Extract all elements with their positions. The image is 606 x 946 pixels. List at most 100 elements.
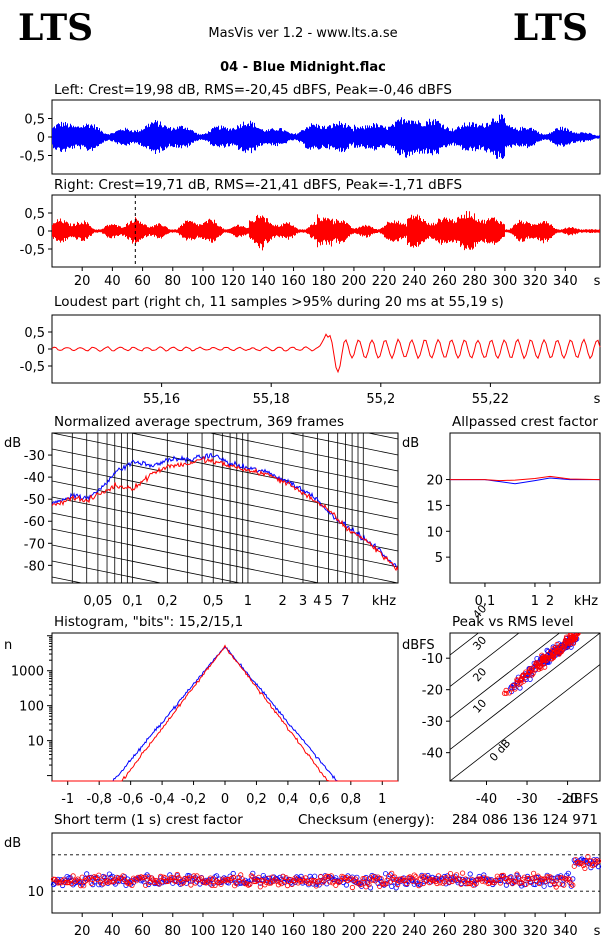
peak-rms-ytick-label: -20 xyxy=(422,684,443,699)
spectrum-xtick-label: 5 xyxy=(324,594,332,609)
histogram-xtick-label: 0,2 xyxy=(246,792,267,807)
short-crest-title: Short term (1 s) crest factor xyxy=(54,812,243,828)
peak-rms-point-left xyxy=(517,685,523,691)
left-waveform-series xyxy=(52,114,600,159)
short-crest-point-right xyxy=(322,875,328,881)
short-crest-point-right xyxy=(459,870,466,876)
short-crest-point-right xyxy=(325,873,331,880)
short-crest-point-right xyxy=(505,879,511,885)
crest-allpass-xtick-label: 2 xyxy=(546,594,554,609)
short-crest-point-right xyxy=(556,881,562,887)
short-crest-point-right xyxy=(301,878,307,884)
short-crest-point-right xyxy=(462,876,469,882)
short-crest-point-right xyxy=(206,878,212,884)
right-waveform-xtick-label: 60 xyxy=(134,274,151,289)
right-waveform-xtick-label: 240 xyxy=(402,274,427,289)
short-crest-point-right xyxy=(568,881,574,887)
crest-allpass-ytick-label: 10 xyxy=(426,525,443,540)
short-crest-point-right xyxy=(571,863,577,869)
short-crest-point-right xyxy=(214,878,220,884)
short-crest-point-right xyxy=(416,882,422,889)
spectrum-xtick-label: 0,05 xyxy=(83,594,112,609)
spectrum-ytick-label: -40 xyxy=(24,471,45,486)
spectrum-slope-line xyxy=(52,576,84,583)
short-crest-point-right xyxy=(158,873,164,880)
short-crest-point-left xyxy=(382,871,389,877)
spectrum-slope-line xyxy=(52,528,321,583)
short-crest-point-right xyxy=(52,876,58,883)
peak-rms-point-left xyxy=(527,676,533,682)
short-crest-point-right xyxy=(212,882,218,889)
short-crest-point-left xyxy=(343,882,349,888)
short-crest-point-right xyxy=(256,874,262,880)
loudest-part-xtick-label: 55,18 xyxy=(253,392,290,407)
short-crest-xtick-label: 100 xyxy=(191,924,216,939)
short-crest-point-left xyxy=(214,873,220,879)
short-crest-xtick-label: 220 xyxy=(372,924,397,939)
histogram-xtick-label: 0 xyxy=(221,792,229,807)
right-waveform-series xyxy=(52,211,600,251)
short-crest-xtick-label: 240 xyxy=(402,924,427,939)
peak-rms-plot xyxy=(450,633,600,781)
histogram-ytick-label: 10 xyxy=(27,735,44,750)
short-crest-point-right xyxy=(328,873,334,879)
short-crest-point-right xyxy=(84,877,90,883)
peak-rms-ytick-label: -10 xyxy=(422,652,443,667)
short-crest-ylabel: dB xyxy=(4,836,21,851)
crest-allpass-ytick-label: 5 xyxy=(435,551,443,566)
peak-rms-point-right xyxy=(514,677,520,683)
histogram-xtick-label: 0,8 xyxy=(340,792,361,807)
right-waveform-xtick-label: 300 xyxy=(492,274,517,289)
short-crest-point-right xyxy=(115,879,122,885)
short-crest-point-right xyxy=(366,882,372,888)
loudest-part-xtick-label: 55,2 xyxy=(366,392,395,407)
peak-rms-point-right xyxy=(509,683,516,689)
short-crest-point-right xyxy=(407,874,413,880)
spectrum-title: Normalized average spectrum, 369 frames xyxy=(54,414,344,430)
short-crest-point-right xyxy=(559,875,565,881)
short-crest-xtick-label: 80 xyxy=(164,924,181,939)
loudest-part-x-unit: s xyxy=(594,392,601,407)
peak-rms-point-right xyxy=(571,635,577,641)
checksum-value: 284 086 136 124 971 xyxy=(452,812,599,828)
short-crest-point-left xyxy=(50,881,57,888)
left-waveform-ytick-label: 0 xyxy=(37,131,45,146)
spectrum-xtick-label: 0,2 xyxy=(157,594,178,609)
short-crest-xtick-label: 280 xyxy=(462,924,487,939)
crest-allpass-ytick-label: 20 xyxy=(426,474,443,489)
short-crest-point-left xyxy=(393,885,399,891)
histogram-xtick-label: 0,4 xyxy=(278,792,299,807)
short-crest-x-unit: s xyxy=(594,924,601,939)
short-crest-point-right xyxy=(244,881,250,887)
short-crest-point-left xyxy=(221,875,227,881)
short-crest-xtick-label: 200 xyxy=(342,924,367,939)
peak-rms-point-right xyxy=(537,663,543,670)
short-crest-point-right xyxy=(179,881,185,887)
histogram-xtick-label: -1 xyxy=(61,792,74,807)
histogram-ytick-label: 1000 xyxy=(11,665,44,680)
peak-rms-point-right xyxy=(565,644,571,650)
short-crest-point-right xyxy=(257,884,263,890)
right-waveform-title: Right: Crest=19,71 dB, RMS=-21,41 dBFS, … xyxy=(54,177,463,193)
spectrum-slope-line xyxy=(52,448,398,520)
short-crest-point-right xyxy=(419,874,425,880)
short-crest-point-right xyxy=(425,875,431,881)
short-crest-point-left xyxy=(425,872,431,879)
right-waveform-ytick-label: 0,5 xyxy=(24,207,45,222)
peak-rms-frame xyxy=(449,632,601,782)
peak-rms-point-right xyxy=(542,654,549,660)
loudest-part-ytick-label: -0,5 xyxy=(20,360,45,375)
peak-rms-point-right xyxy=(509,686,515,692)
histogram-title: Histogram, "bits": 15,2/15,1 xyxy=(54,614,244,630)
peak-rms-point-left xyxy=(523,672,529,678)
peak-rms-ytick-label: -40 xyxy=(422,747,443,762)
short-crest-point-right xyxy=(473,880,479,887)
spectrum-series-left xyxy=(52,452,398,571)
peak-rms-point-right xyxy=(524,672,531,678)
histogram-series-right xyxy=(52,644,398,782)
peak-rms-xtick-label: -40 xyxy=(476,792,497,807)
short-crest-point-right xyxy=(535,873,541,879)
left-waveform-ytick-label: 0,5 xyxy=(24,113,45,128)
short-crest-point-right xyxy=(564,877,570,883)
